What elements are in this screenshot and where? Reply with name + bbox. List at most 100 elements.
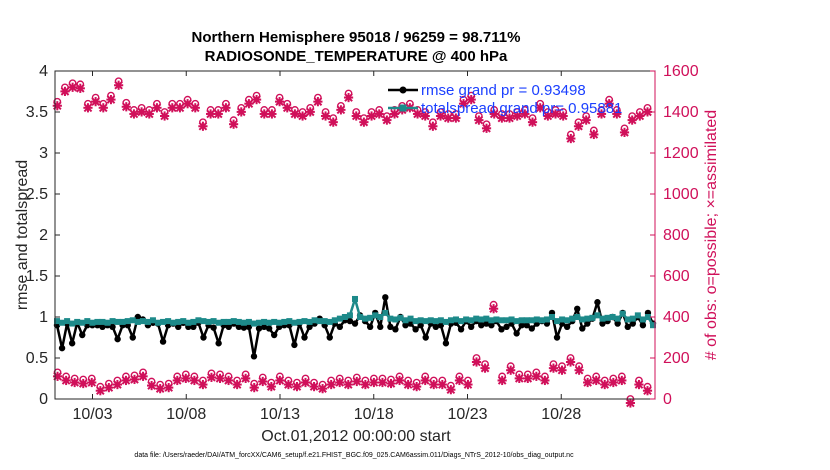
obs-assimilated-point-low bbox=[352, 376, 362, 387]
obs-assimilated-point-low bbox=[394, 375, 405, 386]
left-tick-label: 2 bbox=[39, 227, 48, 244]
obs-assimilated-point-low bbox=[403, 379, 413, 390]
rmse-point bbox=[270, 331, 278, 339]
obs-assimilated-point-low bbox=[164, 383, 174, 393]
totalspread-point bbox=[564, 317, 571, 324]
totalspread-point bbox=[447, 317, 454, 324]
totalspread-point bbox=[261, 318, 268, 325]
totalspread-point bbox=[296, 318, 303, 325]
obs-assimilated-point-high bbox=[573, 121, 584, 131]
rmse-point bbox=[291, 341, 298, 349]
totalspread-point bbox=[190, 318, 197, 325]
totalspread-point bbox=[129, 317, 136, 324]
rmse-point bbox=[366, 323, 374, 331]
totalspread-point bbox=[84, 318, 91, 325]
totalspread-point bbox=[160, 318, 167, 325]
obs-assimilated-point-low bbox=[275, 375, 285, 386]
obs-assimilated-point-high bbox=[98, 103, 108, 113]
obs-assimilated-point-low bbox=[181, 373, 191, 383]
obs-assimilated-point-low bbox=[523, 373, 533, 383]
obs-assimilated-point-high bbox=[443, 113, 453, 123]
totalspread-point bbox=[336, 315, 343, 322]
obs-assimilated-point-low bbox=[95, 386, 105, 396]
obs-assimilated-point-low bbox=[471, 357, 482, 367]
obs-assimilated-point-low bbox=[292, 382, 302, 392]
totalspread-point bbox=[402, 317, 409, 324]
obs-assimilated-point-high bbox=[91, 97, 101, 107]
obs-assimilated-point-low bbox=[634, 379, 644, 390]
totalspread-point bbox=[397, 314, 404, 321]
totalspread-point bbox=[109, 318, 116, 325]
totalspread-point bbox=[301, 318, 308, 325]
rmse-point bbox=[422, 334, 429, 341]
left-tick-label: 0 bbox=[39, 391, 48, 408]
obs-assimilated-point-high bbox=[466, 95, 476, 105]
right-tick-label: 1000 bbox=[663, 186, 699, 203]
rmse-point bbox=[245, 323, 253, 331]
rmse-point bbox=[478, 322, 485, 329]
totalspread-point bbox=[639, 316, 646, 323]
obs-assimilated-point-high bbox=[520, 109, 530, 119]
obs-assimilated-point-high bbox=[114, 80, 124, 90]
obs-assimilated-point-high bbox=[566, 133, 576, 144]
totalspread-point bbox=[230, 318, 237, 325]
obs-assimilated-point-high bbox=[183, 99, 193, 109]
totalspread-point bbox=[119, 318, 126, 325]
obs-assimilated-point-low bbox=[335, 377, 345, 388]
legend-rmse-label: rmse grand pr = 0.93498 bbox=[421, 82, 586, 99]
obs-assimilated-point-low bbox=[198, 379, 208, 390]
right-tick-label: 1400 bbox=[663, 104, 699, 121]
obs-assimilated-point-high bbox=[244, 99, 254, 109]
obs-assimilated-point-high bbox=[604, 99, 614, 109]
rmse-point bbox=[336, 323, 344, 331]
totalspread-point bbox=[321, 318, 328, 325]
obs-assimilated-point-low bbox=[223, 375, 234, 386]
rmse-point bbox=[200, 334, 207, 341]
totalspread-point bbox=[387, 315, 394, 322]
totalspread-point bbox=[357, 314, 364, 320]
obs-assimilated-point-high bbox=[228, 119, 239, 129]
obs-assimilated-point-high bbox=[83, 103, 93, 113]
obs-assimilated-point-high bbox=[458, 99, 469, 109]
totalspread-point bbox=[104, 319, 111, 326]
totalspread-point bbox=[215, 319, 222, 326]
obs-assimilated-point-low bbox=[172, 375, 182, 386]
obs-assimilated-point-high bbox=[581, 115, 591, 125]
totalspread-point bbox=[306, 318, 313, 325]
totalspread-point bbox=[493, 316, 500, 323]
obs-assimilated-point-low bbox=[326, 379, 336, 390]
rmse-point bbox=[240, 324, 248, 331]
totalspread-point bbox=[352, 295, 358, 302]
rmse-point bbox=[68, 340, 76, 347]
obs-assimilated-point-high bbox=[251, 95, 262, 105]
legend: rmse grand pr = 0.93498 totalspread gran… bbox=[388, 82, 622, 117]
obs-assimilated-point-low bbox=[574, 365, 584, 375]
legend-rmse-marker bbox=[399, 86, 407, 94]
rmse-point bbox=[114, 335, 121, 343]
chart-title-line2: RADIOSONDE_TEMPERATURE @ 400 hPa bbox=[205, 48, 508, 65]
rmse-point bbox=[442, 340, 450, 347]
obs-assimilated-point-low bbox=[591, 375, 601, 386]
totalspread-point bbox=[367, 314, 374, 321]
obs-assimilated-point-high bbox=[550, 109, 561, 119]
obs-assimilated-point-high bbox=[343, 92, 354, 103]
left-tick-label: 2.5 bbox=[26, 186, 48, 203]
totalspread-point bbox=[498, 317, 505, 324]
totalspread-point bbox=[331, 317, 338, 324]
rmse-point bbox=[437, 322, 445, 329]
rmse-point bbox=[79, 331, 86, 339]
totalspread-point bbox=[377, 314, 384, 320]
totalspread-point bbox=[569, 315, 576, 322]
totalspread-point bbox=[473, 315, 480, 322]
obs-assimilated-point-low bbox=[70, 377, 80, 388]
obs-assimilated-point-low bbox=[489, 304, 499, 314]
obs-assimilated-point-high bbox=[627, 115, 637, 125]
rmse-point bbox=[503, 323, 510, 331]
obs-assimilated-point-low bbox=[540, 375, 550, 386]
totalspread-point bbox=[432, 318, 439, 325]
totalspread-point bbox=[165, 318, 172, 325]
rmse-point bbox=[498, 326, 505, 333]
obs-assimilated-point-high bbox=[527, 117, 538, 127]
obs-assimilated-point-high bbox=[589, 129, 599, 140]
